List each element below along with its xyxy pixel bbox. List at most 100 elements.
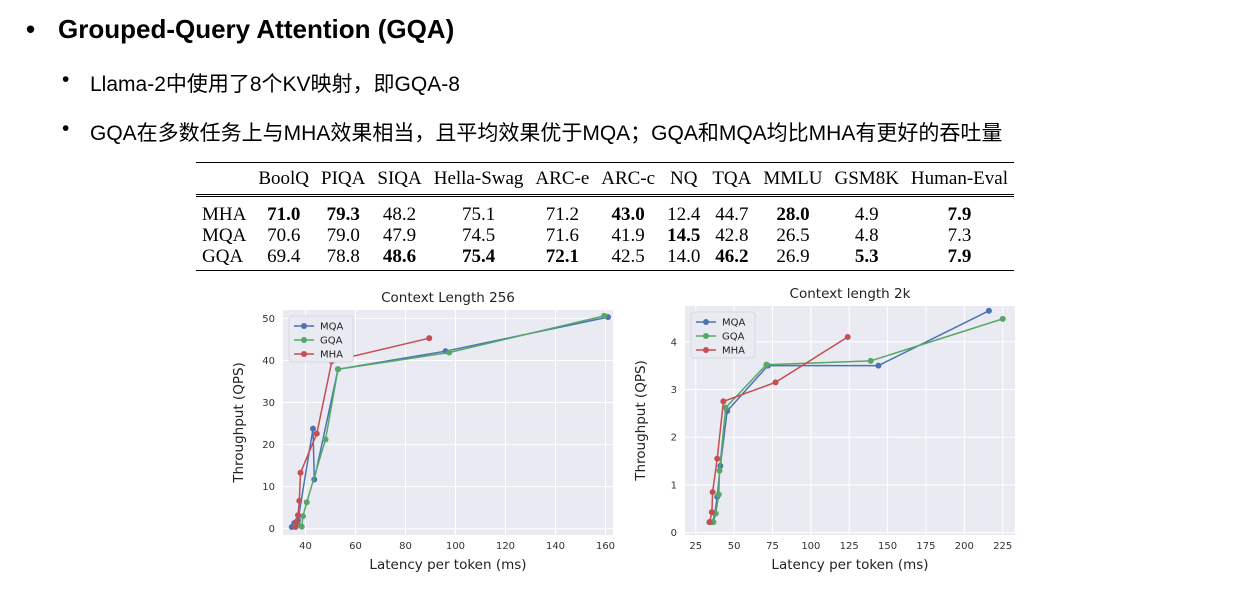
- table-body: MHA 71.0 79.3 48.2 75.1 71.2 43.0 12.4 44.7 28.0 4…: [196, 196, 1014, 271]
- data-point-gqa: [335, 366, 341, 373]
- data-point-mha: [292, 524, 299, 531]
- table-column-header: Hella-Swag: [433, 168, 524, 189]
- y-tick-label: 50: [262, 314, 275, 325]
- table-cell: 7.3: [947, 225, 972, 246]
- table-cell: 78.8: [326, 246, 360, 267]
- table-column-header: Human-Eval: [910, 168, 1008, 189]
- table-column-header: GSM8K: [834, 168, 899, 189]
- x-tick-label: 225: [993, 541, 1012, 552]
- legend-label: GQA: [320, 336, 343, 347]
- x-tick-label: 40: [299, 541, 312, 552]
- data-point-mha: [297, 469, 304, 476]
- table-cell: 5.3: [854, 246, 879, 267]
- table-cell: 44.7: [715, 204, 749, 225]
- data-point-gqa: [322, 436, 329, 443]
- data-point-gqa: [601, 312, 608, 319]
- data-point-mha: [714, 455, 721, 462]
- table-header-row: BoolQ PIQA SIQA Hella-Swag ARC-e ARC-c NQ TQA MM…: [196, 162, 1014, 196]
- table-cell: 41.9: [611, 225, 645, 246]
- data-point-gqa: [716, 467, 723, 474]
- y-tick-label: 10: [262, 482, 275, 493]
- table-row: MQA 70.6 79.0 47.9 74.5 71.6 41.9 14.5 42.8 26.5 4…: [196, 225, 1014, 246]
- data-point-gqa: [303, 499, 310, 506]
- data-point-mha: [296, 497, 303, 504]
- y-tick-label: 0: [269, 524, 275, 535]
- results-table: BoolQ PIQA SIQA Hella-Swag ARC-e ARC-c NQ TQA MM…: [196, 162, 1014, 271]
- data-point-mha: [709, 489, 716, 496]
- table-cell: 72.1: [545, 246, 579, 267]
- data-point-gqa: [763, 361, 770, 368]
- table-cell: 48.2: [382, 204, 417, 225]
- chart-context-2k: 25 50 75 100 125 150 175 200 225 0 1 2 3 4 Context len…: [633, 286, 1015, 573]
- x-tick-label: 25: [689, 541, 702, 552]
- table-row: GQA 69.4 78.8 48.6 75.4 72.1 42.5 14.0 46.2 26.9 5…: [196, 246, 1014, 271]
- data-point-mqa: [875, 362, 882, 369]
- table-cell: 26.5: [776, 225, 810, 246]
- bullet-text: GQA在多数任务上与MHA效果相当，且平均效果优于MQA；GQA和MQA均比MH…: [90, 122, 1003, 145]
- x-tick-label: 200: [955, 541, 974, 552]
- table-column-header: NQ: [669, 168, 698, 189]
- table-column-header: ARC-e: [535, 168, 590, 189]
- table-cell: 14.0: [667, 246, 701, 267]
- data-point-gqa: [722, 404, 729, 411]
- table-cell: 43.0: [611, 204, 645, 225]
- table-column-header: SIQA: [377, 168, 422, 189]
- data-point-gqa: [446, 349, 453, 356]
- table-cell: 74.5: [461, 225, 496, 246]
- table-cell: 4.9: [854, 204, 879, 225]
- table-column-header: MMLU: [763, 168, 823, 189]
- bullet-dot: •: [26, 14, 36, 44]
- legend-marker-mqa: [703, 319, 709, 325]
- table-cell: 79.3: [326, 204, 360, 225]
- row-label: MQA: [202, 225, 247, 246]
- x-tick-label: 80: [399, 541, 412, 552]
- bullet-dot: •: [62, 68, 70, 91]
- y-tick-label: 30: [262, 398, 275, 409]
- data-point-mha: [720, 398, 727, 405]
- x-tick-label: 175: [916, 541, 935, 552]
- table-cell: 71.0: [267, 204, 301, 225]
- x-tick-label: 60: [349, 541, 362, 552]
- legend-marker-gqa: [703, 333, 709, 339]
- x-tick-label: 75: [766, 541, 779, 552]
- table-cell: 69.4: [267, 246, 301, 267]
- x-tick-label: 120: [496, 541, 515, 552]
- table-row: MHA 71.0 79.3 48.2 75.1 71.2 43.0 12.4 44.7 28.0 4…: [196, 196, 1014, 226]
- chart-title: Context Length 256: [381, 290, 515, 306]
- table-cell: 7.9: [947, 246, 972, 267]
- chart-title: Context length 2k: [790, 286, 911, 302]
- legend-label: MQA: [722, 318, 745, 329]
- table-cell: 48.6: [382, 246, 417, 267]
- table-cell: 47.9: [382, 225, 417, 246]
- x-axis-label: Latency per token (ms): [771, 557, 928, 573]
- data-point-mha: [772, 379, 779, 386]
- legend-marker-mha: [301, 351, 307, 357]
- table-cell: 4.8: [854, 225, 879, 246]
- slide-title-text: Grouped-Query Attention (GQA): [58, 14, 455, 44]
- table-cell: 14.5: [667, 225, 701, 246]
- y-tick-label: 1: [671, 480, 677, 491]
- legend-label: MQA: [320, 322, 343, 333]
- table-cell: 46.2: [715, 246, 749, 267]
- data-point-mha: [426, 335, 433, 342]
- legend-label: MHA: [722, 346, 745, 357]
- x-tick-label: 125: [840, 541, 859, 552]
- x-tick-label: 150: [878, 541, 897, 552]
- row-label: GQA: [202, 246, 244, 267]
- table-cell: 70.6: [267, 225, 301, 246]
- chart-context-256: 40 60 80 100 120 140 160 0 10 20 30 40 50 Context Len…: [231, 290, 615, 573]
- data-point-mha: [844, 334, 851, 341]
- y-tick-label: 2: [671, 433, 677, 444]
- data-point-mha: [293, 518, 300, 525]
- y-tick-label: 4: [671, 337, 677, 348]
- table-column-header: BoolQ: [258, 168, 310, 189]
- table-cell: 7.9: [947, 204, 972, 225]
- data-point-mha: [706, 519, 713, 526]
- x-tick-label: 140: [546, 541, 565, 552]
- legend-marker-gqa: [301, 337, 307, 343]
- table-cell: 26.9: [776, 246, 810, 267]
- data-point-gqa: [999, 315, 1006, 322]
- table-header-blank: [196, 163, 252, 196]
- table-cell: 28.0: [776, 204, 810, 225]
- table-cell: 75.1: [461, 204, 496, 225]
